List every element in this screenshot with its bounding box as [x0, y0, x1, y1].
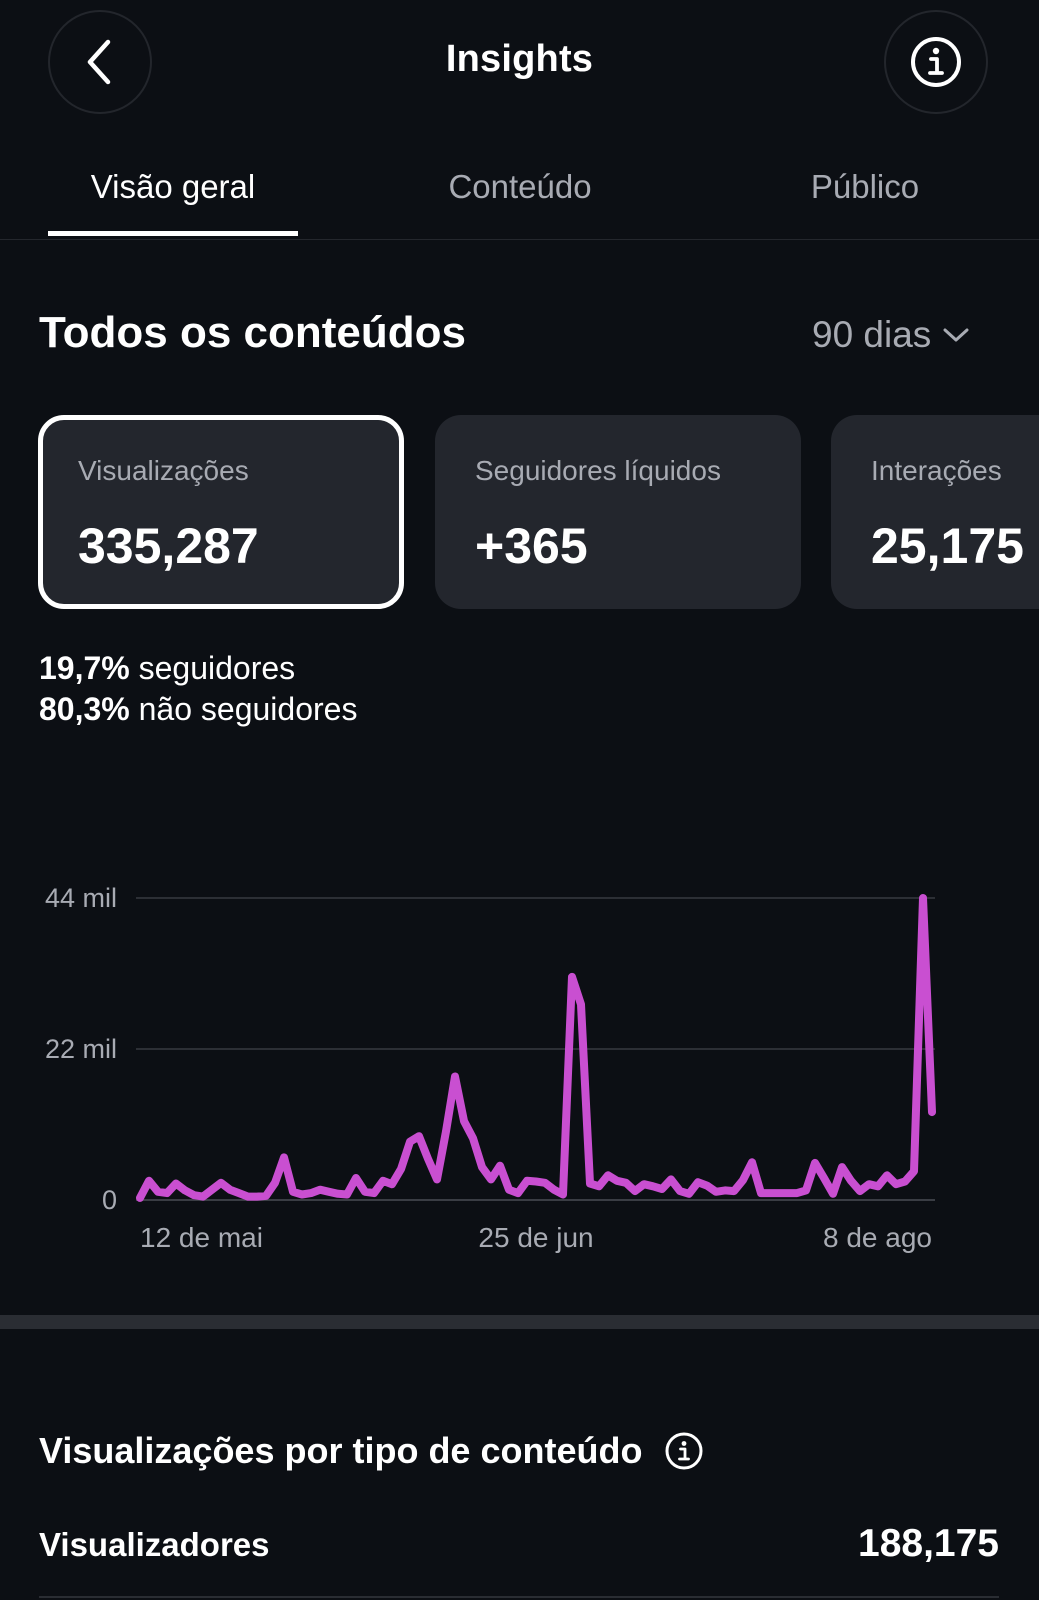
split-percent: 19,7%	[39, 650, 130, 686]
metric-card-interactions[interactable]: Interações 25,175	[831, 415, 1039, 609]
info-icon[interactable]	[664, 1431, 704, 1471]
y-tick-label: 22 mil	[45, 1034, 117, 1064]
active-tab-indicator	[48, 231, 298, 236]
followers-split: 19,7% seguidores	[39, 650, 295, 687]
non-followers-split: 80,3% não seguidores	[39, 691, 357, 728]
row-divider	[39, 1596, 999, 1598]
period-selector[interactable]: 90 dias	[812, 314, 969, 356]
y-tick-label: 0	[102, 1185, 117, 1215]
chevron-down-icon	[943, 328, 969, 342]
period-label: 90 dias	[812, 314, 932, 355]
back-button[interactable]	[48, 10, 152, 114]
viewers-value: 188,175	[858, 1522, 999, 1565]
y-tick-label: 44 mil	[45, 883, 117, 913]
x-tick-label: 25 de jun	[478, 1222, 593, 1253]
metric-card-views[interactable]: Visualizações 335,287	[38, 415, 404, 609]
info-button[interactable]	[884, 10, 988, 114]
tab-content[interactable]: Conteúdo	[448, 168, 592, 205]
tab-audience[interactable]: Público	[810, 168, 920, 205]
x-tick-label: 12 de mai	[140, 1222, 263, 1253]
split-label: seguidores	[138, 650, 296, 686]
x-tick-label: 8 de ago	[823, 1222, 932, 1253]
metric-value: +365	[475, 518, 588, 574]
split-label: não seguidores	[138, 691, 358, 727]
viewers-label: Visualizadores	[39, 1526, 270, 1563]
section-title: Todos os conteúdos	[39, 308, 466, 357]
tabs-divider	[0, 239, 1039, 240]
section-separator	[0, 1315, 1039, 1329]
chevron-left-icon	[87, 39, 111, 85]
views-series-line	[136, 894, 936, 1202]
metric-value: 25,175	[871, 518, 1024, 574]
metric-card-net-followers[interactable]: Seguidores líquidos +365	[435, 415, 801, 609]
page-title: Insights	[445, 38, 594, 80]
content-type-title: Visualizações por tipo de conteúdo	[39, 1430, 643, 1471]
metric-label: Visualizações	[78, 455, 249, 486]
tab-bar: Visão geral Conteúdo Público	[0, 160, 1039, 240]
metric-label: Interações	[871, 455, 1002, 486]
content-type-heading: Visualizações por tipo de conteúdo	[39, 1430, 704, 1472]
tab-overview[interactable]: Visão geral	[90, 168, 256, 205]
split-percent: 80,3%	[39, 691, 130, 727]
info-icon	[911, 37, 961, 87]
metric-label: Seguidores líquidos	[475, 455, 721, 486]
metric-value: 335,287	[78, 518, 259, 574]
views-line-chart: 0 22 mil 44 mil 12 de mai 25 de jun 8 de ago	[45, 883, 936, 1253]
